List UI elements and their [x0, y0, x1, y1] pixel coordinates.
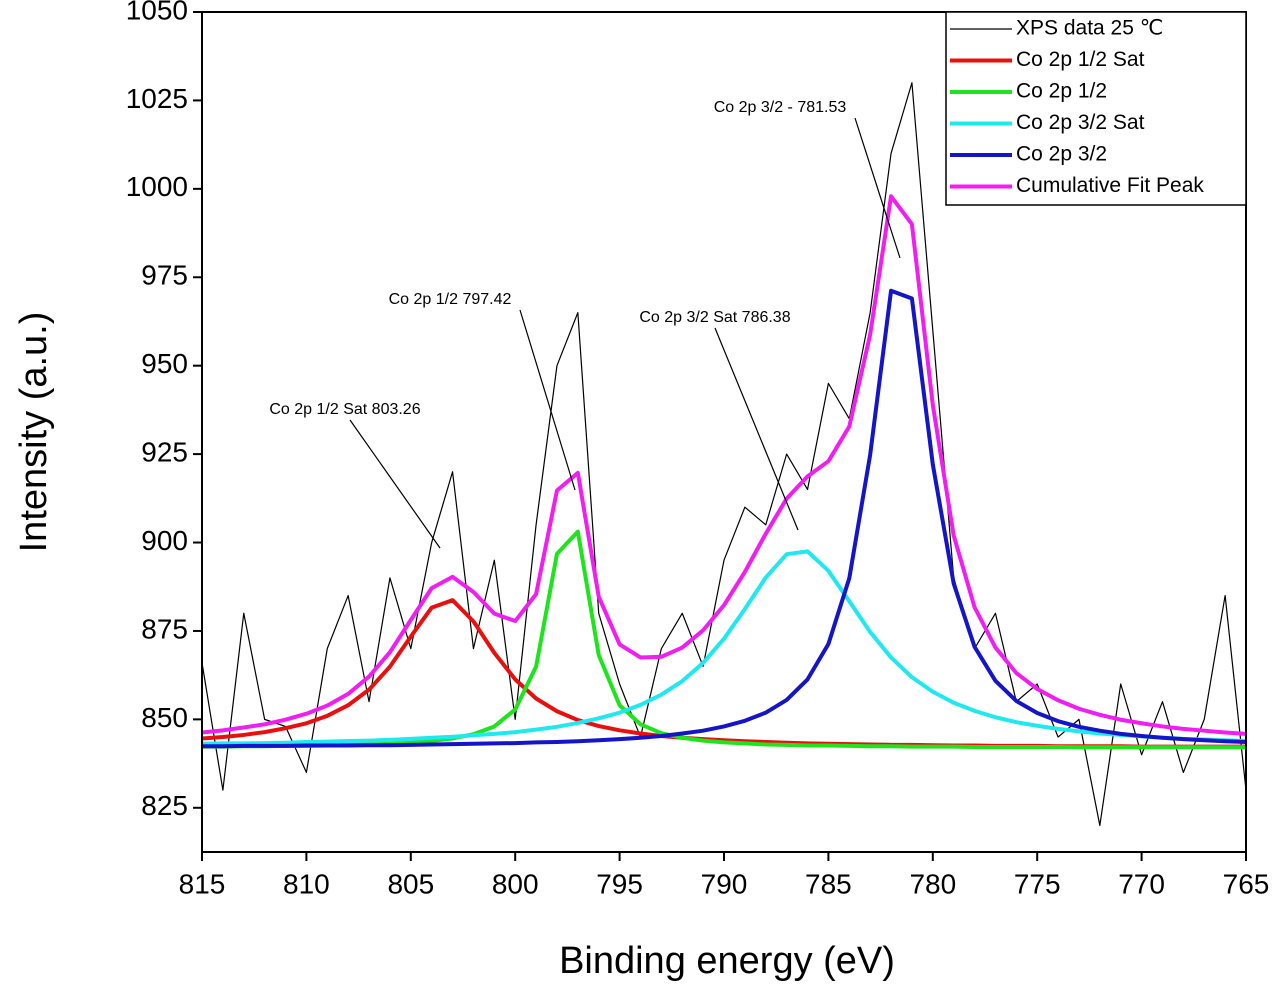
- y-axis-label: Intensity (a.u.): [13, 312, 55, 553]
- legend-box: [945, 11, 1247, 206]
- y-tick-label: 975: [141, 260, 188, 291]
- series-line: [202, 549, 1246, 746]
- y-tick-label: 850: [141, 702, 188, 733]
- x-tick-label: 810: [283, 868, 330, 899]
- y-tick-label: 1000: [126, 171, 188, 202]
- legend-label: Co 2p 1/2: [1016, 80, 1107, 103]
- plot-frame: [201, 11, 1247, 853]
- legend-label: Co 2p 3/2: [1016, 143, 1107, 166]
- y-tick-label: 950: [141, 348, 188, 379]
- annotation: Co 2p 3/2 Sat 786.38: [639, 309, 790, 326]
- x-tick-label: 795: [596, 868, 643, 899]
- x-tick-label: 805: [387, 868, 434, 899]
- legend-label: XPS data 25 ℃: [1016, 17, 1163, 40]
- x-axis-label: Binding energy (eV): [559, 940, 895, 982]
- x-tick-label: 780: [909, 868, 956, 899]
- annotation-arrow: [714, 327, 799, 531]
- legend-label: Cumulative Fit Peak: [1016, 174, 1204, 197]
- legend-label: Co 2p 3/2 Sat: [1016, 111, 1145, 134]
- y-tick-label: 900: [141, 525, 188, 556]
- y-tick-label: 1025: [126, 83, 188, 114]
- y-tick-label: 875: [141, 613, 188, 644]
- x-tick-label: 790: [701, 868, 748, 899]
- x-tick-label: 785: [805, 868, 852, 899]
- annotation: Co 2p 3/2 - 781.53: [714, 99, 847, 116]
- x-tick-label: 765: [1223, 868, 1270, 899]
- y-tick-label: 1050: [126, 0, 188, 25]
- series-line: [202, 288, 1246, 749]
- plot-lines: [202, 82, 1246, 827]
- x-tick-label: 800: [492, 868, 539, 899]
- x-tick-label: 770: [1118, 868, 1165, 899]
- annotation: Co 2p 1/2 797.42: [389, 291, 512, 308]
- annotation-arrow: [519, 309, 576, 491]
- annotation-arrow: [349, 419, 441, 549]
- annotation: Co 2p 1/2 Sat 803.26: [269, 401, 420, 418]
- y-tick-label: 925: [141, 436, 188, 467]
- x-tick-label: 815: [179, 868, 226, 899]
- y-tick-label: 825: [141, 790, 188, 821]
- series-line: [202, 194, 1246, 736]
- legend-label: Co 2p 1/2 Sat: [1016, 48, 1145, 71]
- x-tick-label: 775: [1014, 868, 1061, 899]
- annotation-arrow: [854, 117, 901, 259]
